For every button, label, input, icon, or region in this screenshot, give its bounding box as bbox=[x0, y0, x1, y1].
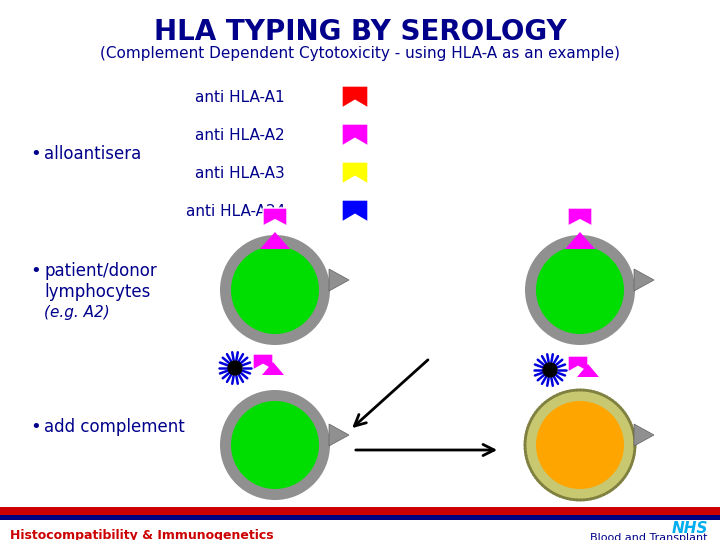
Text: •: • bbox=[30, 262, 41, 280]
Text: NHS: NHS bbox=[672, 521, 708, 536]
Text: anti HLA-A2: anti HLA-A2 bbox=[195, 127, 285, 143]
Bar bbox=[0, 515, 720, 520]
Polygon shape bbox=[342, 200, 368, 222]
Polygon shape bbox=[577, 364, 599, 377]
Circle shape bbox=[220, 390, 330, 500]
Text: (e.g. A2): (e.g. A2) bbox=[44, 305, 109, 320]
Polygon shape bbox=[260, 232, 290, 249]
Text: Blood and Transplant: Blood and Transplant bbox=[590, 533, 708, 540]
Text: •: • bbox=[30, 145, 41, 163]
Text: Histocompatibility & Immunogenetics: Histocompatibility & Immunogenetics bbox=[10, 529, 274, 540]
Text: anti HLA-A24: anti HLA-A24 bbox=[186, 204, 285, 219]
Circle shape bbox=[231, 246, 319, 334]
Circle shape bbox=[220, 235, 330, 345]
Circle shape bbox=[536, 401, 624, 489]
Circle shape bbox=[231, 401, 319, 489]
Polygon shape bbox=[253, 354, 273, 370]
Polygon shape bbox=[634, 424, 654, 446]
Text: (Complement Dependent Cytotoxicity - using HLA-A as an example): (Complement Dependent Cytotoxicity - usi… bbox=[100, 46, 620, 61]
Polygon shape bbox=[329, 269, 349, 291]
Polygon shape bbox=[262, 362, 284, 375]
Polygon shape bbox=[568, 208, 592, 226]
Text: anti HLA-A3: anti HLA-A3 bbox=[195, 165, 285, 180]
Circle shape bbox=[525, 235, 635, 345]
Text: HLA TYPING BY SEROLOGY: HLA TYPING BY SEROLOGY bbox=[153, 18, 567, 46]
Polygon shape bbox=[565, 232, 595, 249]
Text: add complement: add complement bbox=[44, 418, 185, 436]
Polygon shape bbox=[342, 162, 368, 184]
Polygon shape bbox=[342, 124, 368, 146]
Circle shape bbox=[525, 390, 635, 500]
Bar bbox=[0, 507, 720, 515]
Circle shape bbox=[536, 246, 624, 334]
Text: •: • bbox=[30, 418, 41, 436]
Circle shape bbox=[228, 360, 243, 376]
Circle shape bbox=[542, 362, 558, 377]
Polygon shape bbox=[634, 269, 654, 291]
Text: alloantisera: alloantisera bbox=[44, 145, 141, 163]
Polygon shape bbox=[342, 86, 368, 108]
Polygon shape bbox=[329, 424, 349, 446]
Polygon shape bbox=[568, 356, 588, 372]
Text: anti HLA-A1: anti HLA-A1 bbox=[195, 90, 285, 105]
Text: patient/donor
lymphocytes: patient/donor lymphocytes bbox=[44, 262, 157, 301]
Polygon shape bbox=[263, 208, 287, 226]
